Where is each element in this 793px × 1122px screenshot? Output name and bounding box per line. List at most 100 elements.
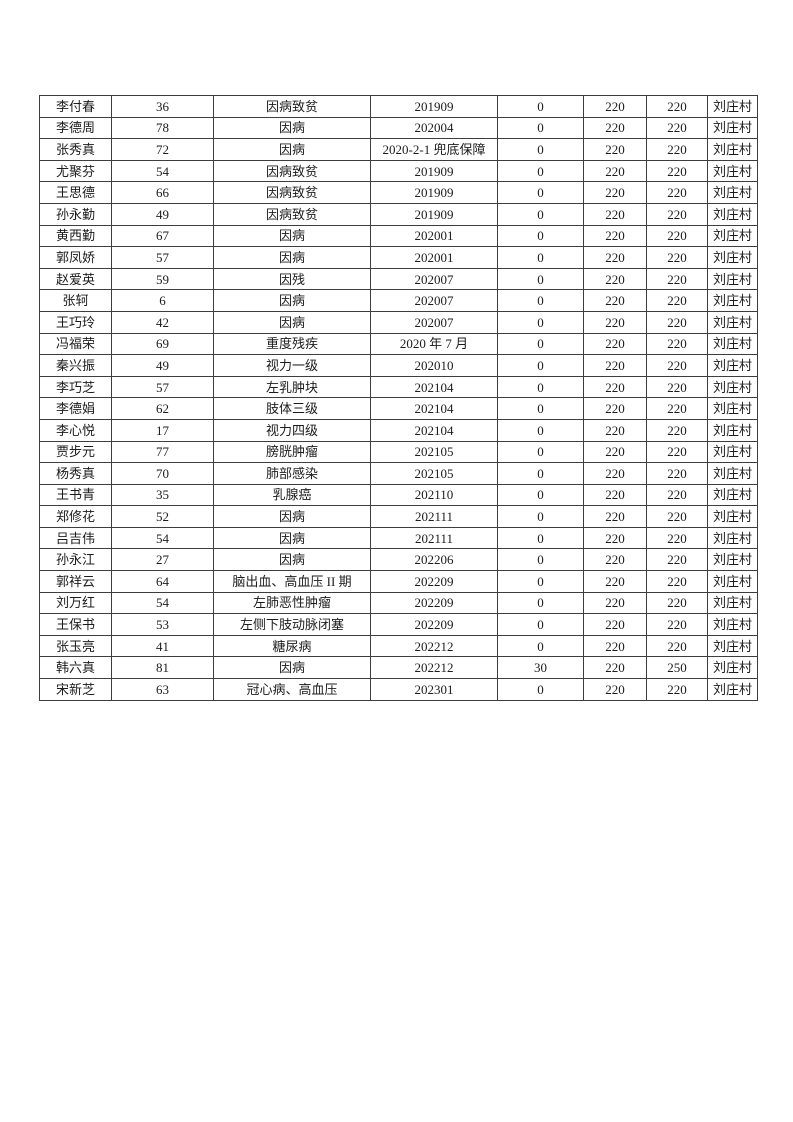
cell-adjust-amount: 0 — [497, 95, 584, 118]
cell-total-amount: 220 — [646, 159, 708, 183]
cell-reason: 因病 — [213, 526, 371, 550]
table-row: 吕吉伟 54 因病 202111 0 220 220 刘庄村 — [39, 526, 758, 550]
cell-age: 41 — [111, 634, 214, 658]
table-row: 宋新芝 63 冠心病、高血压 202301 0 220 220 刘庄村 — [39, 678, 758, 701]
cell-base-amount: 220 — [583, 505, 647, 528]
cell-village: 刘庄村 — [707, 440, 758, 464]
cell-reason: 因病 — [213, 505, 371, 528]
cell-date: 202104 — [370, 418, 498, 442]
cell-total-amount: 220 — [646, 310, 708, 334]
cell-name: 黄西勤 — [39, 224, 112, 248]
cell-base-amount: 220 — [583, 483, 647, 507]
table-row: 李德娟 62 肢体三级 202104 0 220 220 刘庄村 — [39, 397, 758, 420]
cell-date: 202111 — [370, 505, 498, 528]
cell-name: 秦兴振 — [39, 354, 112, 377]
table-row: 王书青 35 乳腺癌 202110 0 220 220 刘庄村 — [39, 483, 758, 507]
cell-adjust-amount: 0 — [497, 483, 584, 507]
cell-total-amount: 220 — [646, 678, 708, 701]
cell-adjust-amount: 0 — [497, 202, 584, 226]
cell-total-amount: 220 — [646, 634, 708, 658]
cell-name: 李付春 — [39, 95, 112, 118]
cell-total-amount: 220 — [646, 462, 708, 485]
cell-base-amount: 220 — [583, 656, 647, 680]
cell-name: 张玉亮 — [39, 634, 112, 658]
cell-adjust-amount: 0 — [497, 375, 584, 399]
cell-base-amount: 220 — [583, 440, 647, 464]
cell-age: 27 — [111, 548, 214, 572]
cell-adjust-amount: 0 — [497, 332, 584, 356]
cell-name: 李德娟 — [39, 397, 112, 420]
cell-village: 刘庄村 — [707, 613, 758, 636]
cell-reason: 左肺恶性肿瘤 — [213, 591, 371, 615]
cell-adjust-amount: 0 — [497, 116, 584, 140]
cell-village: 刘庄村 — [707, 95, 758, 118]
cell-total-amount: 220 — [646, 526, 708, 550]
cell-village: 刘庄村 — [707, 332, 758, 356]
cell-name: 李心悦 — [39, 418, 112, 442]
cell-base-amount: 220 — [583, 202, 647, 226]
cell-reason: 膀胱肿瘤 — [213, 440, 371, 464]
cell-reason: 重度残疾 — [213, 332, 371, 356]
cell-age: 52 — [111, 505, 214, 528]
cell-total-amount: 220 — [646, 202, 708, 226]
cell-name: 杨秀真 — [39, 462, 112, 485]
cell-adjust-amount: 0 — [497, 462, 584, 485]
cell-age: 6 — [111, 289, 214, 312]
cell-date: 201909 — [370, 202, 498, 226]
cell-village: 刘庄村 — [707, 246, 758, 269]
cell-base-amount: 220 — [583, 397, 647, 420]
cell-reason: 因病 — [213, 224, 371, 248]
cell-age: 54 — [111, 159, 214, 183]
cell-date: 202001 — [370, 224, 498, 248]
cell-adjust-amount: 0 — [497, 224, 584, 248]
table-row: 李德周 78 因病 202004 0 220 220 刘庄村 — [39, 116, 758, 140]
cell-total-amount: 220 — [646, 332, 708, 356]
cell-total-amount: 220 — [646, 548, 708, 572]
cell-village: 刘庄村 — [707, 289, 758, 312]
cell-base-amount: 220 — [583, 95, 647, 118]
cell-reason: 左乳肿块 — [213, 375, 371, 399]
cell-reason: 因病致贫 — [213, 159, 371, 183]
cell-total-amount: 220 — [646, 246, 708, 269]
cell-total-amount: 220 — [646, 570, 708, 593]
cell-reason: 脑出血、高血压 II 期 — [213, 570, 371, 593]
cell-name: 冯福荣 — [39, 332, 112, 356]
cell-village: 刘庄村 — [707, 224, 758, 248]
cell-reason: 因病致贫 — [213, 181, 371, 204]
cell-total-amount: 220 — [646, 397, 708, 420]
cell-reason: 视力一级 — [213, 354, 371, 377]
cell-village: 刘庄村 — [707, 656, 758, 680]
table-row: 王保书 53 左侧下肢动脉闭塞 202209 0 220 220 刘庄村 — [39, 613, 758, 636]
cell-adjust-amount: 0 — [497, 397, 584, 420]
cell-adjust-amount: 0 — [497, 634, 584, 658]
table-row: 韩六真 81 因病 202212 30 220 250 刘庄村 — [39, 656, 758, 680]
cell-village: 刘庄村 — [707, 526, 758, 550]
cell-total-amount: 220 — [646, 591, 708, 615]
cell-age: 36 — [111, 95, 214, 118]
cell-village: 刘庄村 — [707, 354, 758, 377]
cell-village: 刘庄村 — [707, 116, 758, 140]
cell-base-amount: 220 — [583, 462, 647, 485]
cell-total-amount: 220 — [646, 116, 708, 140]
cell-reason: 冠心病、高血压 — [213, 678, 371, 701]
cell-name: 孙永勤 — [39, 202, 112, 226]
cell-age: 67 — [111, 224, 214, 248]
table-row: 孙永江 27 因病 202206 0 220 220 刘庄村 — [39, 548, 758, 572]
table-row: 郭凤娇 57 因病 202001 0 220 220 刘庄村 — [39, 246, 758, 269]
cell-reason: 因病 — [213, 246, 371, 269]
cell-name: 赵爱英 — [39, 267, 112, 291]
cell-total-amount: 220 — [646, 375, 708, 399]
table-row: 郭祥云 64 脑出血、高血压 II 期 202209 0 220 220 刘庄村 — [39, 570, 758, 593]
cell-age: 53 — [111, 613, 214, 636]
cell-base-amount: 220 — [583, 246, 647, 269]
cell-date: 202212 — [370, 634, 498, 658]
cell-adjust-amount: 0 — [497, 138, 584, 161]
cell-reason: 因病 — [213, 138, 371, 161]
cell-reason: 因病 — [213, 656, 371, 680]
cell-name: 张轲 — [39, 289, 112, 312]
cell-date: 201909 — [370, 159, 498, 183]
cell-reason: 左侧下肢动脉闭塞 — [213, 613, 371, 636]
cell-age: 57 — [111, 246, 214, 269]
cell-total-amount: 250 — [646, 656, 708, 680]
